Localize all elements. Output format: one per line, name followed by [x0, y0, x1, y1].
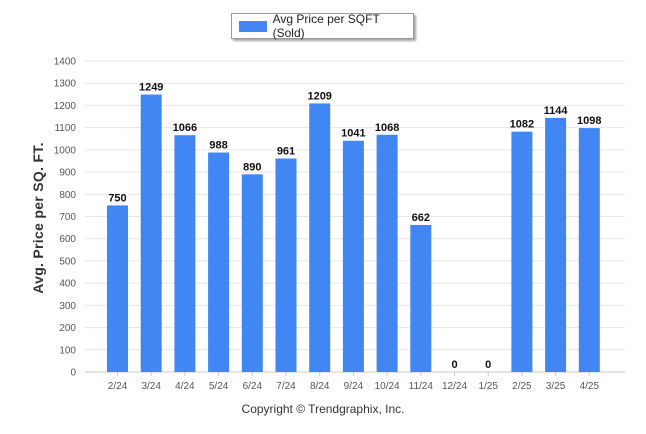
y-tick-label: 900: [59, 168, 76, 179]
bars: [107, 94, 600, 373]
y-tick-label: 1200: [54, 101, 77, 112]
data-label: 0: [451, 359, 457, 371]
y-tick-label: 1400: [54, 57, 77, 68]
x-tick-label: 4/24: [175, 381, 195, 392]
bar: [241, 174, 263, 372]
data-label: 1209: [307, 90, 331, 102]
x-tick-label: 7/24: [276, 381, 296, 392]
y-tick-label: 400: [59, 279, 76, 290]
y-tick-label: 300: [59, 301, 76, 312]
data-label: 1066: [173, 122, 197, 134]
x-tick-label: 1/25: [478, 381, 498, 392]
x-tick-label: 9/24: [344, 381, 364, 392]
bar: [578, 128, 600, 372]
x-tick-label: 8/24: [310, 381, 330, 392]
data-label: 1098: [577, 115, 601, 127]
data-label: 0: [485, 359, 491, 371]
y-axis-ticks: 0 100 200 300 400 500 600 700 800 900 1000 1100 1200…: [54, 57, 77, 379]
y-tick-label: 700: [59, 212, 76, 223]
x-tick-label: 10/24: [375, 381, 400, 392]
bar: [174, 135, 196, 372]
x-tick-label: 12/24: [442, 381, 467, 392]
y-tick-label: 500: [59, 256, 76, 267]
bar: [275, 158, 297, 372]
y-tick-label: 800: [59, 190, 76, 201]
y-tick-label: 0: [70, 368, 76, 379]
y-axis-label: Avg. Price per SQ. FT.: [30, 142, 46, 294]
y-tick-label: 100: [59, 345, 76, 356]
data-label: 1082: [510, 119, 534, 131]
data-label: 750: [108, 192, 126, 204]
bar: [410, 224, 432, 372]
bar: [140, 94, 162, 372]
data-label: 1041: [341, 128, 365, 140]
data-label: 662: [412, 212, 430, 224]
bar: [107, 205, 128, 372]
data-label: 961: [277, 146, 295, 158]
x-tick-label: 6/24: [243, 381, 263, 392]
y-tick-label: 1300: [54, 79, 77, 90]
x-tick-label: 2/25: [512, 381, 532, 392]
x-axis-ticks: 2/24 3/24 4/24 5/24 6/24 7/24 8/24 9/24 10/24 11/…: [108, 372, 600, 392]
data-label: 1249: [139, 82, 163, 94]
data-label: 1144: [544, 105, 569, 117]
legend: Avg Price per SQFT (Sold): [231, 12, 414, 40]
y-tick-label: 1000: [54, 145, 77, 156]
data-label: 890: [243, 161, 261, 173]
x-tick-label: 5/24: [209, 381, 229, 392]
bar: [309, 103, 331, 372]
y-tick-label: 600: [59, 234, 76, 245]
bar: [208, 152, 230, 372]
y-tick-label: 1100: [54, 123, 76, 134]
x-tick-label: 3/25: [546, 381, 566, 392]
bar: [342, 140, 364, 372]
x-tick-label: 11/24: [409, 381, 434, 392]
legend-label: Avg Price per SQFT (Sold): [272, 12, 380, 40]
x-tick-label: 4/25: [580, 381, 600, 392]
bar: [376, 134, 398, 372]
legend-swatch: [239, 20, 267, 32]
x-tick-label: 2/24: [108, 381, 128, 392]
x-tick-label: 3/24: [141, 381, 161, 392]
copyright-footer: Copyright © Trendgraphix, Inc.: [241, 402, 405, 416]
data-label: 988: [209, 140, 227, 152]
data-label: 1068: [375, 122, 399, 134]
bar: [545, 117, 567, 373]
y-tick-label: 200: [59, 323, 76, 334]
data-labels: 750 1249 1066 988 890 961 1209 1041 1068 662 0 0 108…: [108, 82, 601, 371]
bar: [511, 131, 533, 372]
